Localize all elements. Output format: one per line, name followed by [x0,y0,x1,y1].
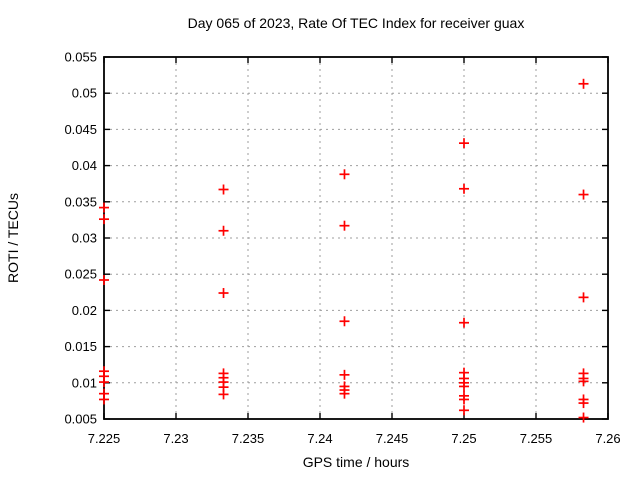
x-tick-label: 7.26 [595,431,620,446]
y-tick-label: 0.015 [64,339,97,354]
data-point-marker [459,138,469,149]
data-point-marker [459,183,469,194]
tick-labels: 7.225 7.23 7.235 7.24 7.245 7.25 7.255 7.26 0.00… [64,50,620,447]
y-tick-label: 0.05 [72,86,97,101]
data-point-marker [578,376,589,387]
x-tick-label: 7.25 [451,431,476,446]
x-tick-label: 7.245 [376,431,409,446]
y-tick-label: 0.045 [64,122,97,137]
x-tick-label: 7.24 [307,431,332,446]
axis-ticks [103,56,609,420]
data-point-marker [578,78,589,89]
data-point-marker [459,381,469,392]
data-point-marker [99,394,109,405]
data-point-marker [218,225,229,236]
y-tick-label: 0.02 [72,303,97,318]
chart-title: Day 065 of 2023, Rate Of TEC Index for r… [188,15,525,31]
y-tick-label: 0.025 [64,267,97,282]
y-tick-label: 0.035 [64,194,97,209]
data-point-marker [99,214,109,225]
data-point-marker [339,169,350,180]
data-point-marker [218,184,229,195]
data-point-marker [339,388,350,399]
y-tick-label: 0.03 [72,231,97,246]
y-tick-label: 0.005 [64,412,97,427]
plot-border [103,56,609,420]
data-point-marker [99,274,109,285]
data-point-marker [578,398,589,409]
x-tick-label: 7.225 [88,431,121,446]
data-point-marker [578,292,589,303]
x-tick-label: 7.23 [163,431,188,446]
data-point-marker [459,317,469,328]
x-tick-label: 7.235 [232,431,265,446]
data-point-marker [578,189,589,200]
data-point-marker [578,412,589,423]
data-points [99,78,589,423]
data-point-marker [218,288,229,299]
data-point-marker [459,394,469,405]
y-tick-label: 0.055 [64,50,97,65]
x-tick-label: 7.255 [520,431,553,446]
gridlines [104,57,608,419]
data-point-marker [459,405,469,416]
y-tick-label: 0.01 [72,375,97,390]
data-point-marker [99,377,109,388]
data-point-marker [339,316,350,327]
data-point-marker [218,389,229,400]
y-axis-label: ROTI / TECUs [5,193,21,283]
data-point-marker [99,202,109,213]
x-axis-label: GPS time / hours [303,454,410,470]
data-point-marker [339,220,350,231]
y-tick-label: 0.04 [72,158,97,173]
data-point-marker [339,369,350,380]
